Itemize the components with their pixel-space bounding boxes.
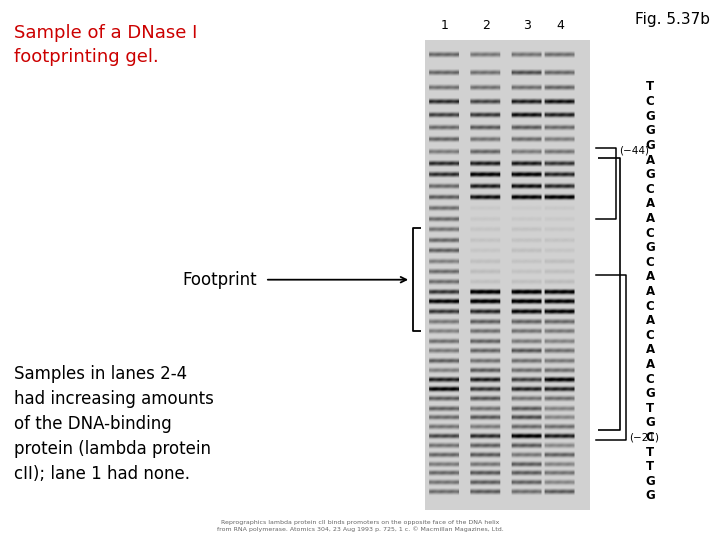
Text: C: C	[646, 95, 654, 108]
Text: T: T	[646, 402, 654, 415]
Text: Sample of a DNase I
footprinting gel.: Sample of a DNase I footprinting gel.	[14, 24, 197, 65]
Text: Fig. 5.37b: Fig. 5.37b	[635, 12, 710, 27]
Text: T: T	[646, 80, 654, 93]
Text: 3: 3	[523, 19, 531, 32]
Text: 4: 4	[557, 19, 564, 32]
Text: A: A	[645, 271, 654, 284]
Text: G: G	[645, 387, 655, 400]
Text: Samples in lanes 2-4
had increasing amounts
of the DNA-binding
protein (lambda p: Samples in lanes 2-4 had increasing amou…	[14, 365, 214, 483]
Text: C: C	[646, 183, 654, 195]
Text: G: G	[645, 489, 655, 502]
Text: C: C	[646, 300, 654, 313]
Text: G: G	[645, 475, 655, 488]
Text: 1: 1	[441, 19, 449, 32]
Text: A: A	[645, 343, 654, 356]
Text: G: G	[645, 139, 655, 152]
Text: C: C	[646, 431, 654, 444]
Text: G: G	[645, 124, 655, 137]
Text: G: G	[645, 416, 655, 429]
Text: T: T	[646, 446, 654, 458]
Text: C: C	[646, 329, 654, 342]
Text: A: A	[645, 212, 654, 225]
Text: 2: 2	[482, 19, 490, 32]
Text: A: A	[645, 314, 654, 327]
Text: Reprographics lambda protein cII binds promoters on the opposite face of the DNA: Reprographics lambda protein cII binds p…	[217, 521, 503, 532]
Text: Footprint: Footprint	[183, 271, 257, 289]
Text: A: A	[645, 153, 654, 166]
Text: (−44): (−44)	[619, 145, 649, 155]
Text: C: C	[646, 373, 654, 386]
Text: (−21): (−21)	[629, 433, 659, 442]
Text: C: C	[646, 227, 654, 240]
Text: C: C	[646, 256, 654, 269]
Text: G: G	[645, 110, 655, 123]
Text: A: A	[645, 358, 654, 371]
Text: G: G	[645, 168, 655, 181]
Text: T: T	[646, 460, 654, 473]
Text: G: G	[645, 241, 655, 254]
Text: A: A	[645, 197, 654, 210]
Text: A: A	[645, 285, 654, 298]
